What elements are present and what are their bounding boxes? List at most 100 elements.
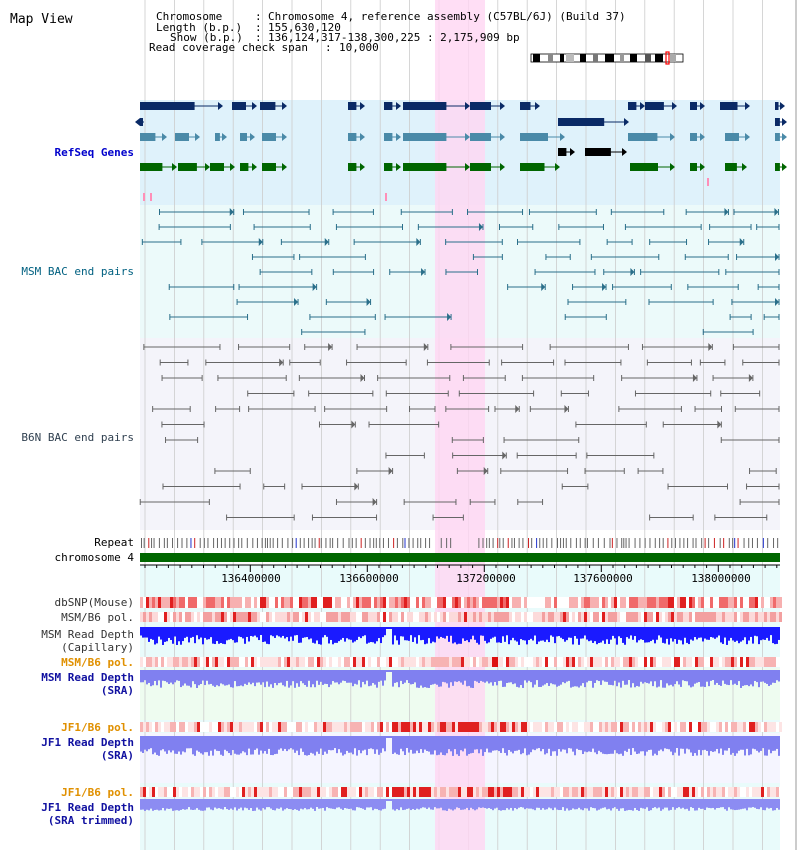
repeat-element <box>743 538 745 548</box>
depth-bar <box>444 799 446 811</box>
heat-cell <box>359 657 362 667</box>
gene-strand-arrow <box>360 102 365 110</box>
repeat-element <box>272 538 274 548</box>
heat-cell <box>395 597 398 608</box>
heat-cell <box>755 597 758 608</box>
depth-bar <box>626 627 628 638</box>
heat-cell <box>197 787 200 797</box>
depth-bar <box>164 670 166 682</box>
depth-bar <box>508 627 510 645</box>
depth-bar <box>342 670 344 681</box>
depth-bar <box>444 627 446 639</box>
heat-cell <box>611 657 614 667</box>
depth-bar <box>222 627 224 644</box>
depth-bar <box>166 799 168 809</box>
depth-bar <box>546 736 548 754</box>
depth-bar <box>752 627 754 644</box>
b6n-bac-track[interactable] <box>139 343 780 521</box>
heat-cell <box>413 722 416 732</box>
heat-cell <box>506 722 509 732</box>
depth-bar <box>404 736 406 756</box>
repeat-element <box>246 538 248 548</box>
gene-strand-arrow <box>360 163 365 171</box>
depth-bar <box>730 736 732 755</box>
depth-bar <box>350 627 352 640</box>
depth-bar <box>204 627 206 638</box>
heat-cell <box>623 597 626 608</box>
depth-bar <box>386 736 388 738</box>
depth-bar <box>620 736 622 754</box>
heat-cell <box>377 612 380 622</box>
label-msm-depth-capillary-sub: (Capillary) <box>61 641 134 654</box>
depth-bar <box>416 799 418 809</box>
heat-cell <box>551 787 554 797</box>
label-b6n-bac[interactable]: B6N BAC end pairs <box>21 431 134 444</box>
depth-bar <box>388 736 390 738</box>
chromosome-ideogram[interactable] <box>530 51 684 65</box>
heat-cell <box>605 787 608 797</box>
depth-bar <box>656 736 658 756</box>
heat-cell <box>755 787 758 797</box>
depth-bar <box>222 799 224 810</box>
depth-bar <box>492 736 494 751</box>
depth-bar <box>174 799 176 811</box>
heat-cell <box>248 612 251 622</box>
read-depth-tracks[interactable] <box>140 627 780 811</box>
label-msm-bac[interactable]: MSM BAC end pairs <box>21 265 134 278</box>
depth-bar <box>730 627 732 638</box>
gene-exon <box>585 148 611 156</box>
depth-bar <box>740 627 742 642</box>
depth-bar <box>716 799 718 809</box>
repeat-element <box>360 538 362 548</box>
heat-cell <box>200 657 203 667</box>
msm-bac-track[interactable] <box>141 208 780 335</box>
depth-bar <box>644 627 646 643</box>
repeat-element <box>299 538 301 548</box>
heat-cell <box>161 787 164 797</box>
depth-bar <box>720 799 722 808</box>
depth-bar <box>728 799 730 808</box>
depth-bar <box>572 670 574 687</box>
heat-cell <box>548 787 551 797</box>
repeat-element <box>492 538 494 548</box>
depth-bar <box>514 670 516 684</box>
depth-bar <box>178 627 180 642</box>
depth-bar <box>680 799 682 809</box>
depth-bar <box>578 627 580 645</box>
depth-bar <box>312 670 314 685</box>
repeat-element <box>287 538 289 548</box>
refseq-genes-track[interactable] <box>135 102 787 201</box>
depth-bar <box>274 799 276 811</box>
depth-bar <box>432 627 434 642</box>
label-refseq-genes[interactable]: RefSeq Genes <box>55 146 134 159</box>
depth-bar <box>674 627 676 640</box>
depth-bar <box>664 627 666 644</box>
depth-bar <box>154 627 156 645</box>
heat-cell <box>539 722 542 732</box>
depth-bar <box>708 627 710 640</box>
depth-bar <box>460 799 462 810</box>
repeat-element <box>292 538 294 548</box>
depth-bar <box>400 670 402 681</box>
depth-bar <box>172 670 174 685</box>
depth-bar <box>500 670 502 681</box>
depth-bar <box>634 799 636 808</box>
heat-cell <box>545 612 548 622</box>
repeat-track[interactable] <box>141 538 779 548</box>
depth-bar <box>560 627 562 638</box>
heat-cell <box>761 597 764 608</box>
heat-cell <box>323 787 326 797</box>
heat-cell <box>365 657 368 667</box>
polymorphism-tracks[interactable] <box>140 597 782 797</box>
depth-bar <box>750 670 752 685</box>
show-key: Show (b.p.) <box>170 31 243 44</box>
heat-cell <box>218 722 221 732</box>
depth-bar <box>184 670 186 684</box>
heat-cell <box>302 612 305 622</box>
heat-cell <box>422 657 425 667</box>
heat-cell <box>734 722 737 732</box>
depth-bar <box>722 627 724 644</box>
heat-cell <box>521 597 524 608</box>
repeat-element <box>396 538 398 548</box>
